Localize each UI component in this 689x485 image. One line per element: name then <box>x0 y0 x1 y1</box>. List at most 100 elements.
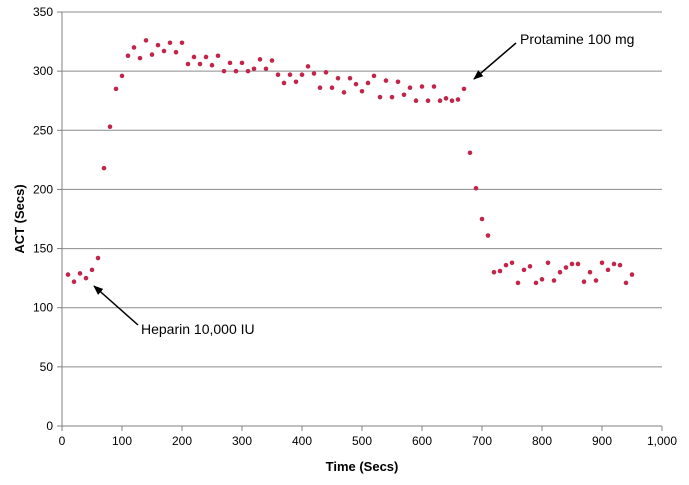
data-point <box>629 272 635 277</box>
data-point <box>317 85 323 91</box>
x-axis-title: Time (Secs) <box>326 459 399 474</box>
data-point <box>461 86 467 92</box>
data-point <box>191 54 197 60</box>
data-point <box>545 260 551 266</box>
data-point <box>185 61 191 67</box>
data-point <box>575 261 581 267</box>
heparin-arrow <box>93 285 139 326</box>
data-point <box>101 165 107 171</box>
data-point <box>197 61 203 67</box>
data-point <box>455 97 461 102</box>
protamine-label: Protamine 100 mg <box>520 31 634 47</box>
protamine-annotation: Protamine 100 mg <box>473 31 634 80</box>
data-point <box>395 79 401 85</box>
data-point <box>125 53 131 59</box>
data-point <box>347 75 353 81</box>
data-point <box>287 72 293 77</box>
data-point <box>371 73 377 79</box>
data-point <box>365 80 371 86</box>
data-point <box>521 267 527 273</box>
data-point <box>221 68 227 74</box>
data-point <box>473 185 479 191</box>
data-point <box>611 261 617 267</box>
data-point <box>563 265 569 270</box>
data-point <box>305 64 311 69</box>
data-point <box>443 96 449 101</box>
data-point <box>179 40 185 46</box>
data-point <box>539 277 545 282</box>
x-tick-label: 800 <box>532 434 552 448</box>
data-point <box>485 233 491 238</box>
y-tick-label: 100 <box>33 301 53 315</box>
data-point <box>401 92 407 98</box>
data-point <box>203 54 209 60</box>
data-point <box>299 72 305 77</box>
data-point <box>581 279 587 284</box>
data-point <box>623 280 629 286</box>
data-point <box>389 94 395 100</box>
data-point <box>77 271 83 276</box>
data-point <box>569 261 575 267</box>
data-point <box>599 260 605 266</box>
data-point <box>341 90 347 95</box>
y-tick-label: 0 <box>46 419 53 433</box>
data-point <box>167 40 173 46</box>
x-tick-label: 600 <box>412 434 432 448</box>
data-point <box>503 262 509 268</box>
x-tick-label: 700 <box>472 434 492 448</box>
y-tick-labels: 0 50 100 150 200 250 300 350 <box>33 5 62 433</box>
data-point <box>263 66 269 72</box>
data-point <box>83 275 89 281</box>
gridlines <box>62 11 662 368</box>
data-point <box>149 52 155 57</box>
data-point <box>497 268 503 274</box>
data-point <box>233 68 239 74</box>
data-point <box>257 57 263 62</box>
data-point <box>593 278 599 283</box>
data-point <box>437 98 443 104</box>
data-point <box>137 55 143 61</box>
data-point <box>449 98 455 104</box>
y-tick-label: 350 <box>33 5 53 19</box>
data-point <box>359 88 365 94</box>
data-point <box>245 68 251 74</box>
axes <box>61 12 662 427</box>
data-point <box>587 269 593 275</box>
x-tick-label: 300 <box>232 434 252 448</box>
data-point <box>413 98 419 104</box>
data-point <box>65 272 71 277</box>
data-point <box>509 260 515 266</box>
data-point <box>251 66 257 72</box>
data-point <box>269 58 275 63</box>
data-point <box>239 60 245 66</box>
data-point <box>95 255 101 261</box>
data-point <box>479 216 485 222</box>
data-points <box>65 38 635 286</box>
y-tick-label: 50 <box>40 360 54 374</box>
heparin-label: Heparin 10,000 IU <box>141 321 255 337</box>
x-tick-label: 200 <box>172 434 192 448</box>
data-point <box>143 38 149 43</box>
data-point <box>281 80 287 86</box>
data-point <box>161 48 167 54</box>
y-tick-label: 150 <box>33 242 53 256</box>
x-tick-label: 900 <box>592 434 612 448</box>
y-axis-title: ACT (Secs) <box>12 184 27 253</box>
data-point <box>119 73 125 79</box>
data-point <box>209 62 215 68</box>
data-point <box>419 84 425 89</box>
data-point <box>551 278 557 283</box>
data-point <box>377 94 383 100</box>
data-point <box>89 267 95 273</box>
x-tick-label: 1,000 <box>647 434 677 448</box>
data-point <box>323 70 329 75</box>
data-point <box>617 262 623 268</box>
data-point <box>71 279 77 284</box>
data-point <box>353 81 359 87</box>
data-point <box>491 269 497 275</box>
y-tick-label: 200 <box>33 182 53 196</box>
data-point <box>329 85 335 91</box>
x-tick-labels: 0 100 200 300 400 500 600 700 800 900 1,000 <box>59 426 677 448</box>
data-point <box>155 42 161 48</box>
data-point <box>533 280 539 286</box>
